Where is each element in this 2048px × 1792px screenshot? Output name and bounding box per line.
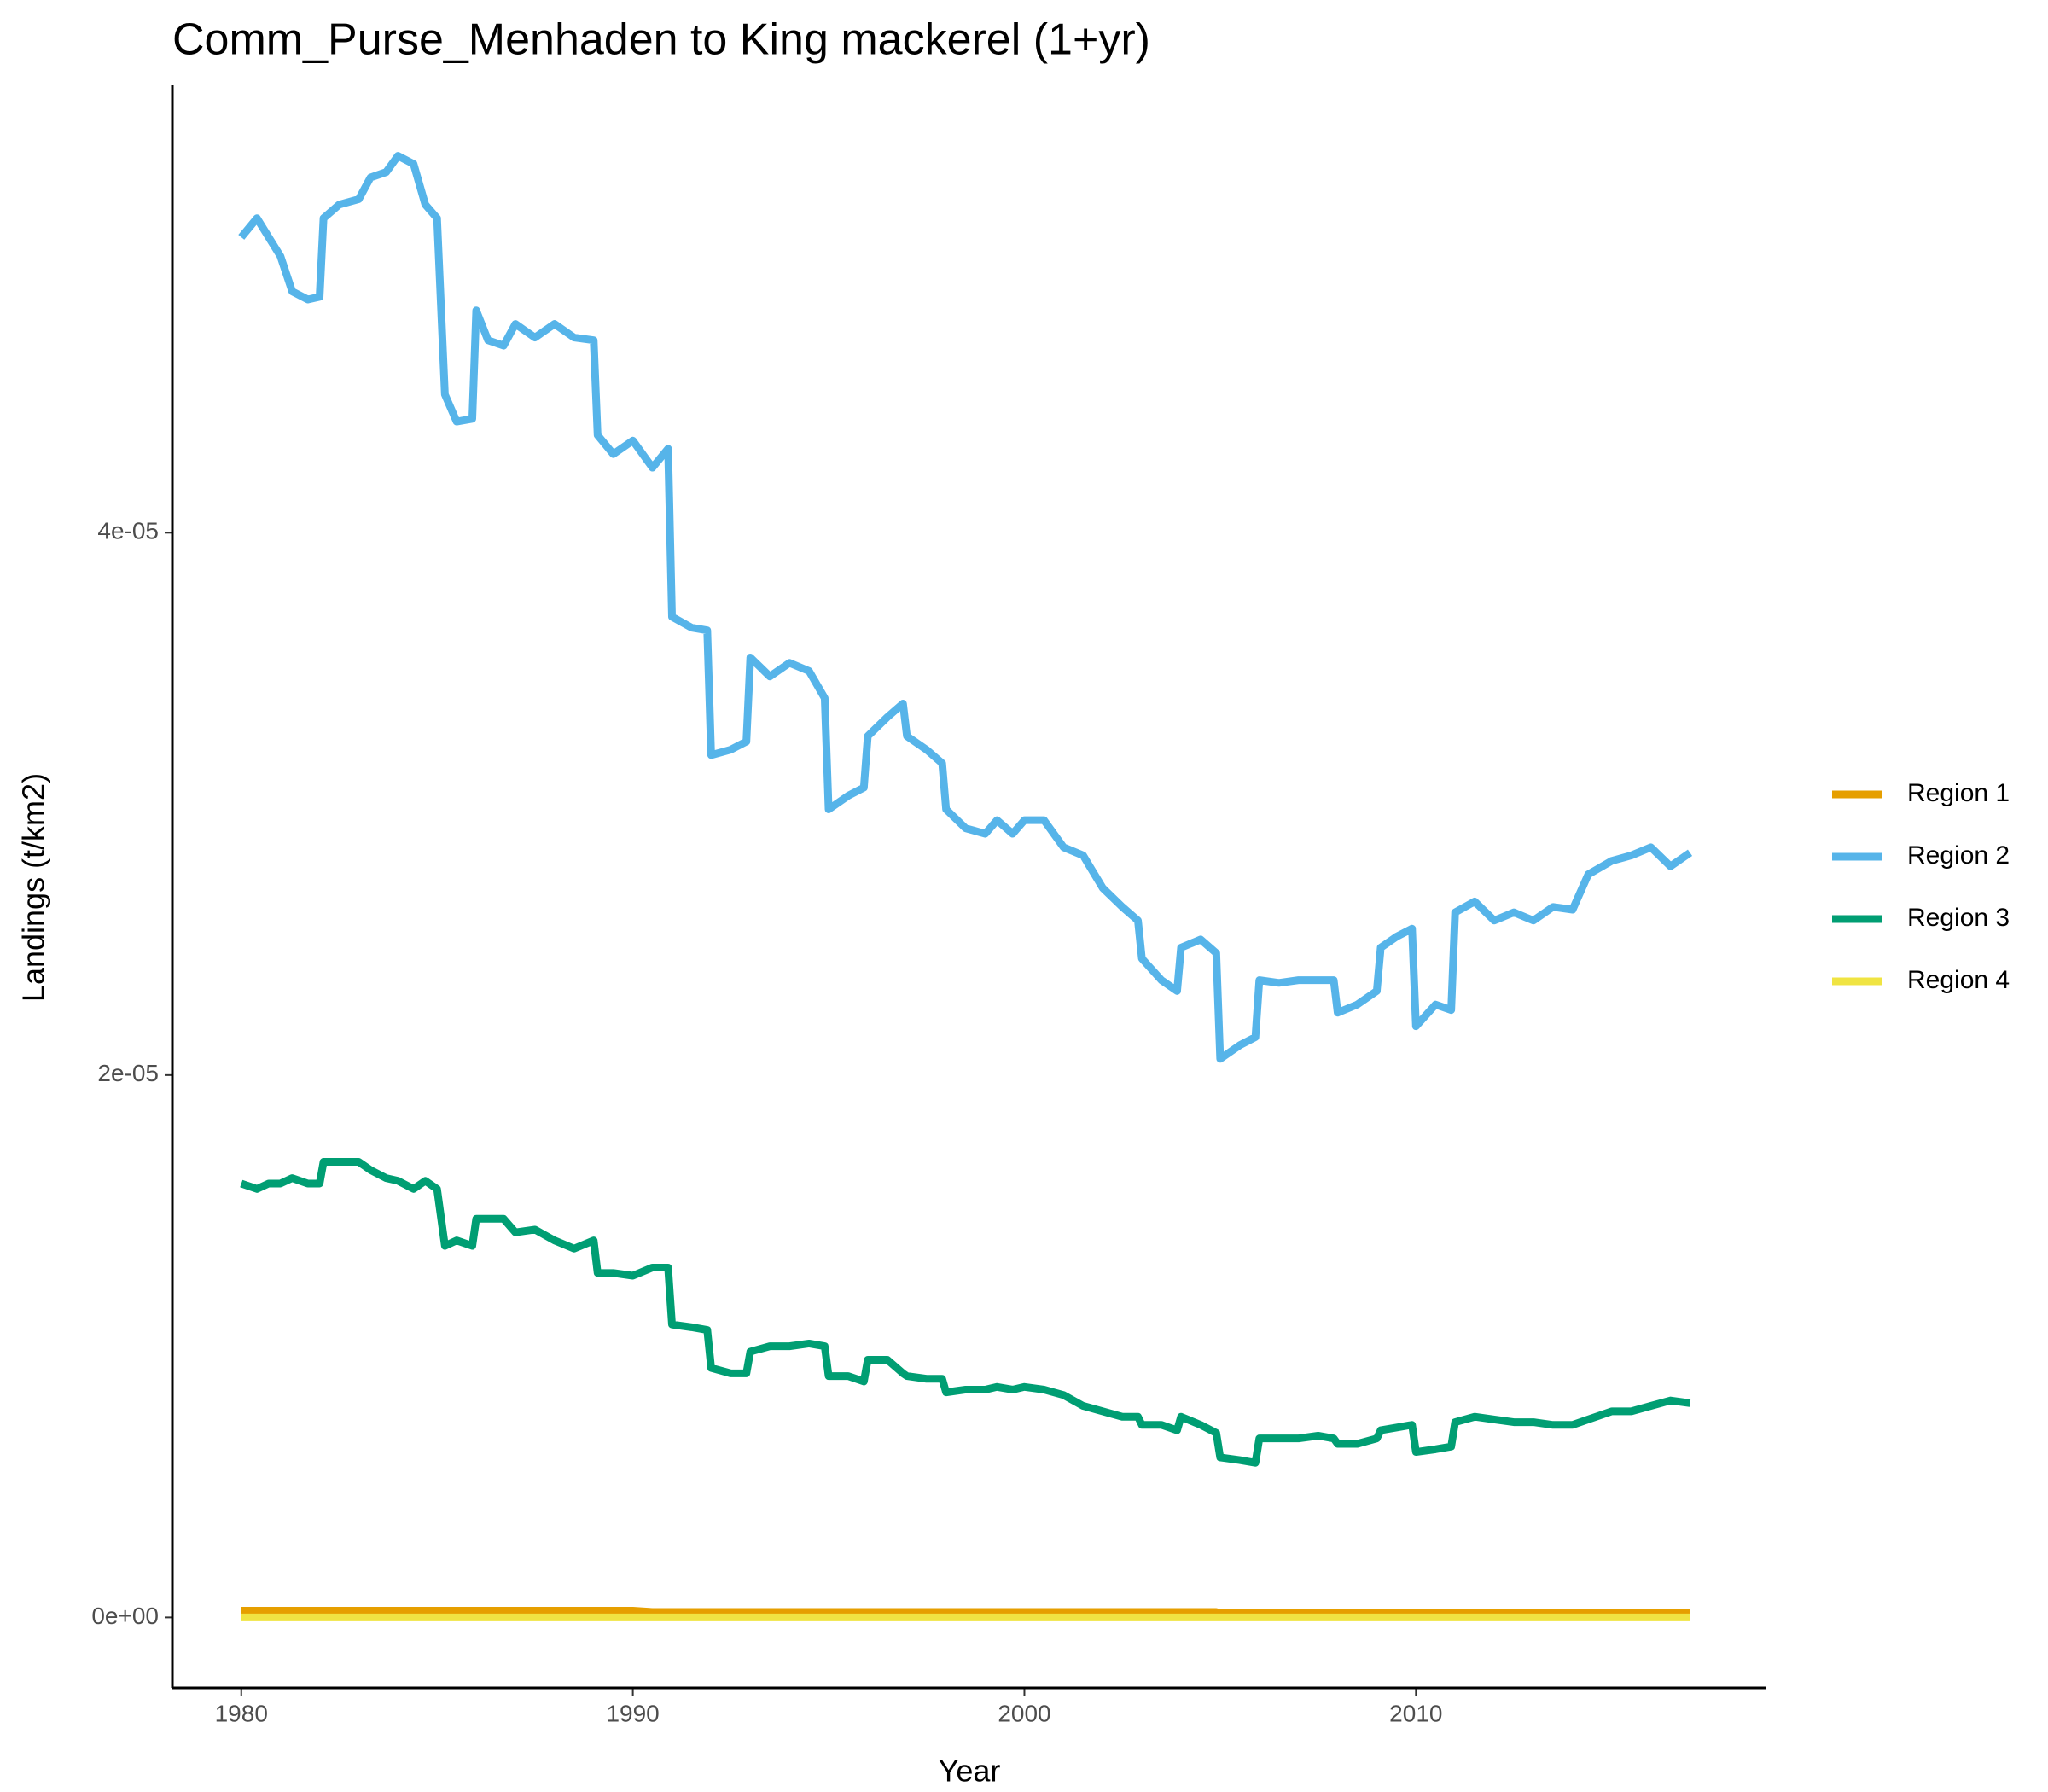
series-line [238,152,1693,1063]
x-tick-label: 1990 [606,1700,659,1726]
x-tick-label: 1980 [215,1700,268,1726]
legend-label: Region 2 [1907,841,2010,870]
y-tick-label: 4e-05 [97,518,159,544]
legend-label: Region 4 [1907,966,2010,994]
x-axis-title: Year [939,1754,1001,1789]
series-line [241,1606,1690,1617]
x-tick-label: 2000 [998,1700,1050,1726]
y-axis-title: Landings (t/km2) [16,773,51,1002]
x-tick-label: 2010 [1389,1700,1442,1726]
legend-label: Region 3 [1907,904,2010,932]
legend-label: Region 1 [1907,779,2010,807]
series-line [240,1158,1691,1467]
y-tick-label: 0e+00 [91,1603,159,1629]
chart-title: Comm_Purse_Menhaden to King mackerel (1+… [172,15,1150,65]
y-tick-label: 2e-05 [97,1060,159,1086]
